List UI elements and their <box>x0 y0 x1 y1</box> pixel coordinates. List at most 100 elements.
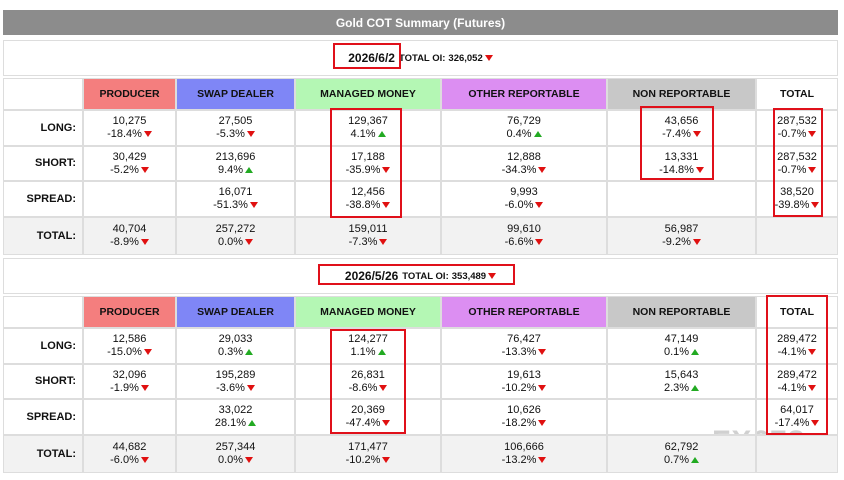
trend-arrow <box>695 166 704 173</box>
cell-change: -1.9% <box>110 381 139 394</box>
cell-change-line: -5.2% <box>110 164 149 177</box>
cell-value: 47,149 <box>664 333 699 345</box>
data-cell: 13,331 -14.8% <box>607 146 756 181</box>
cell-change-line: -18.4% <box>107 128 152 141</box>
data-cell <box>83 181 176 217</box>
cell-value: 171,477 <box>348 441 388 453</box>
cell-value: 287,532 <box>777 115 817 127</box>
data-cell: 20,369 -47.4% <box>295 399 441 435</box>
data-cell: 9,993 -6.0% <box>441 181 607 217</box>
cell-change: -38.8% <box>345 199 381 211</box>
trend-arrow <box>248 420 257 427</box>
cell-change: -34.3% <box>501 163 537 176</box>
data-cell <box>607 181 756 217</box>
trend-arrow <box>245 457 254 464</box>
cell-change-line: -39.8% <box>775 199 820 212</box>
trend-arrow <box>245 239 254 246</box>
cell-value: 195,289 <box>215 368 256 381</box>
trend-arrow <box>535 202 544 209</box>
trend-arrow <box>140 457 149 464</box>
trend-arrow <box>692 239 701 246</box>
cell-change-line: -47.4% <box>346 417 391 430</box>
title: Gold COT Summary (Futures) <box>335 15 506 30</box>
cell-value: 129,367 <box>348 115 388 127</box>
data-cell: 30,429 -5.2% <box>83 146 176 181</box>
cell-value: 27,505 <box>218 115 253 127</box>
trend-arrow <box>691 384 700 391</box>
cell-change-line: -51.3% <box>213 199 258 212</box>
data-cell: 129,367 4.1% <box>295 110 441 146</box>
cell-value: 15,643 <box>664 368 699 381</box>
data-cell: 40,704 -8.9% <box>83 217 176 255</box>
cell-change-line: 1.1% <box>350 346 386 359</box>
cell-change: -10.2% <box>345 454 381 466</box>
data-cell: 12,888 -34.3% <box>441 146 607 181</box>
cell-value: 287,532 <box>777 150 817 163</box>
row-label: SPREAD: <box>3 399 83 435</box>
cell-change-line: 4.1% <box>350 128 386 141</box>
cell-change: -18.2% <box>501 417 537 429</box>
cell-change-line: -15.0% <box>107 346 152 359</box>
cell-value: 76,427 <box>507 333 541 345</box>
data-cell: 32,096 -1.9% <box>83 364 176 399</box>
cell-change-line: 28.1% <box>215 417 257 430</box>
cell-value: 289,472 <box>777 333 817 345</box>
cell-change-line: -5.3% <box>216 128 255 141</box>
data-cell: 56,987 -9.2% <box>607 217 756 255</box>
report-date: 2026/5/26 <box>344 268 399 283</box>
data-cell: 27,505 -5.3% <box>176 110 295 146</box>
cell-change-line: 0.7% <box>664 454 700 467</box>
data-cell: 257,272 0.0% <box>176 217 295 255</box>
data-cell: 287,532 -0.7% <box>756 146 838 181</box>
cell-change: -8.6% <box>348 381 378 394</box>
cell-value: 159,011 <box>348 223 388 235</box>
trend-arrow <box>143 349 152 356</box>
cell-change-line: -4.1% <box>778 346 817 359</box>
cell-change-line: -13.2% <box>502 454 547 467</box>
total-oi-label: TOTAL OI: <box>398 52 446 64</box>
row-label: LONG: <box>3 328 83 364</box>
cell-change-line: -7.3% <box>349 236 388 249</box>
cell-value: 40,704 <box>112 223 147 235</box>
cell-change: 0.0% <box>217 236 244 248</box>
cell-change: 4.1% <box>350 128 376 140</box>
cell-change: -0.7% <box>777 163 807 176</box>
cell-change-line: -10.2% <box>346 454 391 467</box>
data-cell: 76,729 0.4% <box>441 110 607 146</box>
cell-value: 43,656 <box>664 115 699 127</box>
data-cell: 26,831 -8.6% <box>295 364 441 399</box>
trend-arrow <box>538 349 547 356</box>
column-header: PRODUCER <box>83 296 176 328</box>
trend-arrow <box>538 166 547 173</box>
total-oi-label: TOTAL OI: <box>402 270 449 282</box>
cell-change-line: -8.9% <box>110 236 149 249</box>
cell-change-line: -38.8% <box>346 199 391 212</box>
cell-value: 56,987 <box>664 223 699 235</box>
cell-value: 64,017 <box>780 404 814 416</box>
cell-change-line: -6.0% <box>505 199 544 212</box>
column-header: NON REPORTABLE <box>607 296 756 328</box>
cell-value: 99,610 <box>507 223 541 235</box>
cell-change-line: -6.0% <box>110 454 149 467</box>
cell-change-line: -7.4% <box>662 128 701 141</box>
data-cell: 38,520 -39.8% <box>756 181 838 217</box>
cell-change: -7.4% <box>662 128 691 140</box>
cell-change: -17.4% <box>774 417 810 429</box>
cell-value: 12,586 <box>112 333 147 345</box>
data-cell: 12,456 -38.8% <box>295 181 441 217</box>
cell-value: 257,344 <box>215 441 256 453</box>
cell-change-line: 2.3% <box>664 382 700 395</box>
cell-value: 13,331 <box>664 150 699 163</box>
trend-arrow <box>379 384 388 391</box>
row-label: LONG: <box>3 110 83 146</box>
cell-value: 10,275 <box>112 115 147 127</box>
cell-change: -14.8% <box>659 163 694 176</box>
cell-change-line: 0.3% <box>218 346 254 359</box>
cell-change: -6.0% <box>110 454 139 466</box>
trend-arrow <box>246 384 255 391</box>
data-cell: 17,188 -35.9% <box>295 146 441 181</box>
row-label: SHORT: <box>3 146 83 181</box>
cell-value: 12,888 <box>507 150 541 163</box>
cell-change: -35.9% <box>345 163 381 176</box>
data-cell <box>756 435 838 473</box>
